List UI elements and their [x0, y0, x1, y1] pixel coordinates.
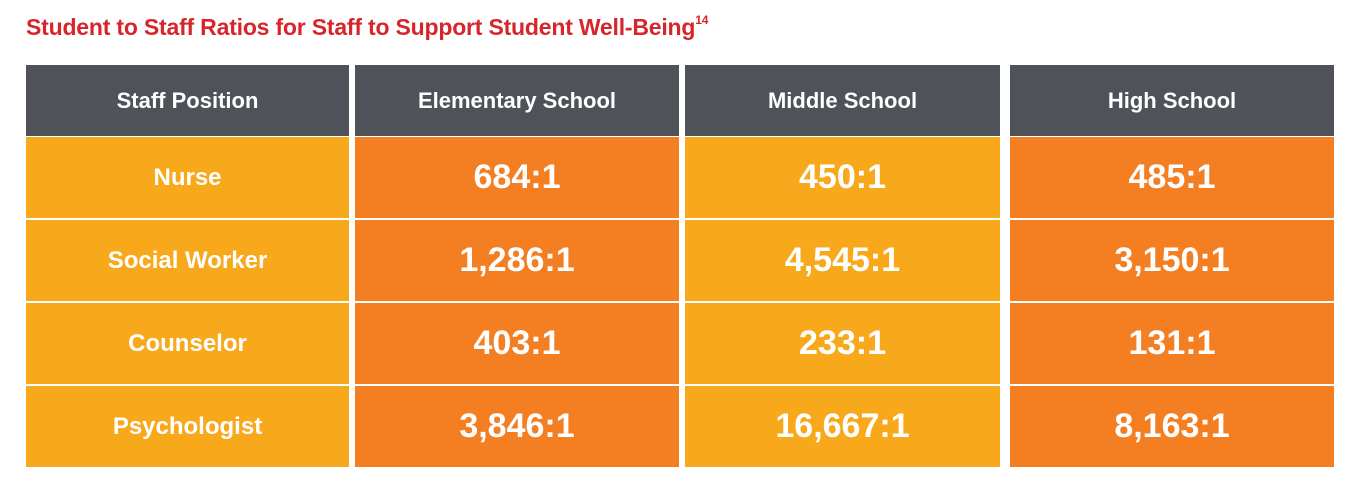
chart-title: Student to Staff Ratios for Staff to Sup…	[26, 13, 709, 41]
ratio-cell-social-worker-elementary: 1,286:1	[355, 220, 679, 301]
column-header-middle-school: Middle School	[685, 65, 1000, 136]
ratio-cell-counselor-middle: 233:1	[685, 303, 1000, 384]
row-label-nurse: Nurse	[26, 137, 349, 218]
row-label-social-worker: Social Worker	[26, 220, 349, 301]
ratio-cell-nurse-high: 485:1	[1010, 137, 1334, 218]
ratio-cell-nurse-elementary: 684:1	[355, 137, 679, 218]
ratio-cell-counselor-high: 131:1	[1010, 303, 1334, 384]
row-label-psychologist: Psychologist	[26, 386, 349, 467]
ratio-cell-counselor-elementary: 403:1	[355, 303, 679, 384]
ratio-cell-psychologist-middle: 16,667:1	[685, 386, 1000, 467]
ratio-cell-psychologist-high: 8,163:1	[1010, 386, 1334, 467]
ratio-cell-psychologist-elementary: 3,846:1	[355, 386, 679, 467]
column-header-elementary-school: Elementary School	[355, 65, 679, 136]
column-header-staff-position: Staff Position	[26, 65, 349, 136]
title-footnote: 14	[695, 13, 709, 28]
ratio-cell-nurse-middle: 450:1	[685, 137, 1000, 218]
chart-title-text: Student to Staff Ratios for Staff to Sup…	[26, 14, 696, 40]
ratio-cell-social-worker-middle: 4,545:1	[685, 220, 1000, 301]
row-label-counselor: Counselor	[26, 303, 349, 384]
column-header-high-school: High School	[1010, 65, 1334, 136]
ratio-cell-social-worker-high: 3,150:1	[1010, 220, 1334, 301]
